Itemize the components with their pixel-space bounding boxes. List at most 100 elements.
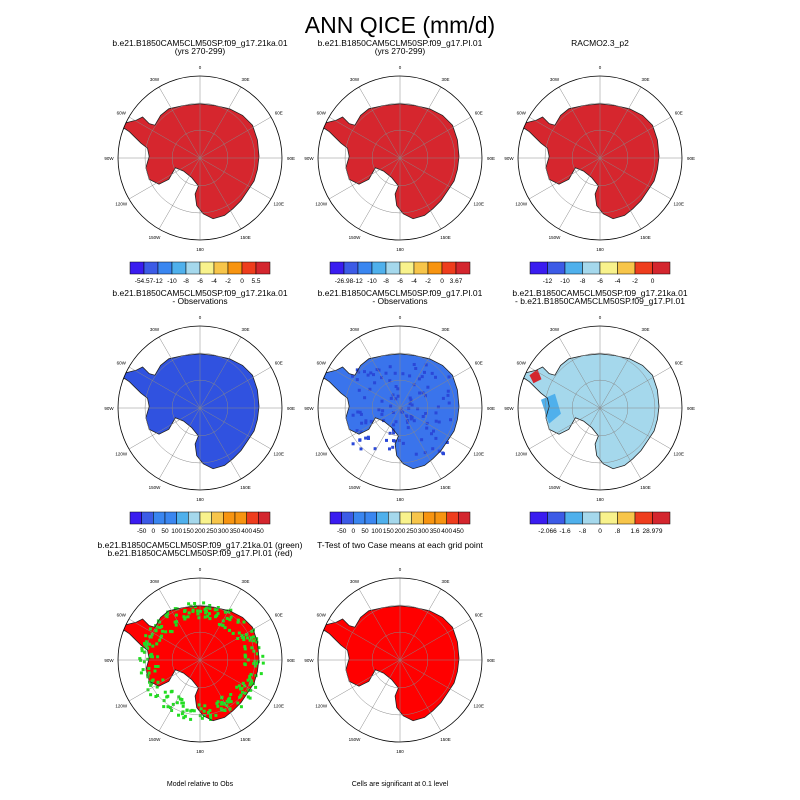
speckle-cell (366, 373, 370, 377)
green-cell (189, 717, 193, 721)
colorbar-box (582, 261, 601, 275)
colorbar-box (255, 261, 271, 275)
speckle-cell (381, 409, 385, 413)
speckle-cell (431, 447, 435, 451)
colorbar-label: 400 (441, 528, 452, 535)
meridian (599, 336, 642, 409)
green-cell (225, 704, 229, 707)
speckle-cell (398, 439, 401, 442)
speckle-cell (375, 368, 379, 371)
green-cell (255, 662, 259, 665)
green-cell (199, 609, 202, 613)
map-border (117, 577, 283, 743)
colorbar-label: 0 (440, 278, 444, 285)
colorbar-box (376, 511, 389, 525)
panel-title: RACMO2.3_p2 (571, 38, 629, 48)
colorbar-box (564, 511, 583, 525)
colorbar-box (176, 511, 189, 525)
green-cell (243, 645, 247, 649)
green-cell (185, 708, 189, 712)
speckle-cell (392, 423, 396, 427)
colorbar: -12 -10 -8 -6 -4 -2 0 (529, 261, 671, 285)
green-cell (155, 625, 159, 629)
meridian (558, 407, 601, 480)
meridian (599, 157, 642, 230)
colorbar-label: -10 (367, 278, 377, 285)
coastline (120, 605, 260, 722)
green-cell (198, 714, 202, 718)
lon-label: 30E (641, 327, 649, 332)
lon-label: 90W (104, 406, 114, 411)
lon-label: 120E (474, 452, 485, 457)
green-cell (243, 691, 247, 695)
speckle-cell (434, 436, 438, 440)
colorbar-box (141, 511, 154, 525)
coastline (320, 103, 460, 220)
panel-title: b.e21.B1850CAM5CLM50SP.f09_g17.PI.01 (318, 288, 483, 298)
colorbar-box (599, 261, 618, 275)
speckle-cell (396, 387, 400, 391)
meridian (128, 116, 201, 159)
lon-label: 60E (675, 361, 683, 366)
green-cell (193, 602, 197, 605)
meridian (599, 366, 672, 409)
colorbar-label: -6 (397, 278, 403, 285)
lon-label: 30E (441, 579, 449, 584)
colorbar-label: -12 (153, 278, 163, 285)
lon-label: 60E (275, 361, 283, 366)
colorbar-box (423, 511, 436, 525)
lon-label: 30E (241, 579, 249, 584)
speckle-cell (424, 394, 427, 398)
green-cell (254, 685, 258, 689)
lon-label: 60E (475, 111, 483, 116)
colorbar-box (634, 511, 653, 525)
colorbar-box (153, 511, 166, 525)
speckle-cell (434, 375, 437, 379)
meridian (199, 659, 242, 732)
green-cell (225, 616, 229, 620)
colorbar-box (234, 511, 247, 525)
lon-label: 30W (350, 77, 360, 82)
lon-label: 120E (274, 704, 285, 709)
speckle-cell (382, 419, 386, 423)
green-cell (248, 674, 252, 678)
green-cell (171, 702, 175, 706)
lon-label: 150W (549, 235, 562, 240)
green-cell (182, 716, 186, 720)
green-cell (146, 657, 150, 661)
lon-label: 60E (275, 613, 283, 618)
speckle-cell (363, 396, 367, 400)
colorbar-box (427, 261, 443, 275)
speckle-cell (384, 371, 388, 375)
panel-title: b.e21.B1850CAM5CLM50SP.f09_g17.21ka.01 (112, 38, 287, 48)
meridian (328, 618, 401, 661)
meridian (358, 157, 401, 230)
lon-label: 150W (349, 485, 362, 490)
meridian (358, 336, 401, 409)
colorbar-label: -12 (353, 278, 363, 285)
meridian (528, 157, 601, 200)
green-cell (150, 679, 154, 683)
lon-label: 120W (115, 452, 128, 457)
colorbar-label: 28.979 (643, 528, 663, 535)
meridian (358, 588, 401, 661)
map-border (317, 577, 483, 743)
green-cell (214, 713, 218, 717)
lon-label: 90W (304, 406, 314, 411)
lon-label: 30W (350, 579, 360, 584)
green-cell (243, 653, 247, 657)
green-cell (229, 615, 233, 619)
meridian (399, 116, 472, 159)
panel-subtitle: - Observations (372, 296, 427, 306)
colorbar-box (458, 511, 471, 525)
meridian (328, 659, 401, 702)
green-cell (161, 629, 164, 633)
meridian (158, 157, 201, 230)
coastline (120, 103, 260, 220)
map-border (117, 325, 283, 491)
green-cell (170, 709, 174, 712)
green-cell (229, 693, 233, 696)
meridian (599, 86, 642, 159)
colorbar-label: -8 (383, 278, 389, 285)
colorbar-label: -2 (632, 278, 638, 285)
